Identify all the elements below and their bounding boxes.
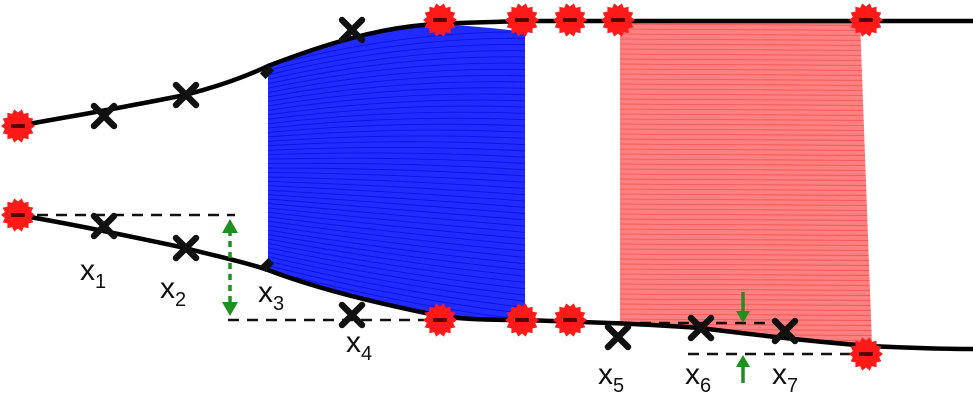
- black-cross-icon: [172, 234, 200, 262]
- blue-region-fill: [268, 24, 525, 320]
- label-x7: x7: [772, 358, 798, 397]
- junction-marker-icon: [259, 257, 275, 273]
- green-double-arrow-icon: [222, 219, 238, 316]
- red-serrated-circle-icon: [1, 198, 35, 232]
- label-x6: x6: [685, 358, 711, 397]
- red-hatch-lines: [620, 23, 872, 345]
- red-serrated-circle-icon: [505, 3, 539, 37]
- red-serrated-circle-icon: [1, 109, 35, 143]
- control-point-crosses: [90, 16, 799, 351]
- red-serrated-circle-icon: [423, 303, 457, 337]
- black-cross-icon: [172, 81, 200, 109]
- red-serrated-circle-icon: [553, 303, 587, 337]
- label-x3: x3: [258, 276, 284, 315]
- red-serrated-circle-icon: [423, 3, 457, 37]
- label-x1: x1: [80, 254, 106, 293]
- label-x5: x5: [598, 358, 624, 397]
- blue-hatch-lines: [268, 31, 525, 320]
- black-cross-icon: [90, 102, 118, 130]
- label-x2: x2: [160, 272, 186, 311]
- blue-region: [268, 24, 525, 320]
- red-serrated-circle-icon: [849, 337, 883, 371]
- black-cross-icon: [771, 317, 799, 345]
- red-serrated-circle-icon: [849, 3, 883, 37]
- label-x4: x4: [346, 326, 372, 365]
- red-region: [620, 20, 872, 345]
- red-serrated-circle-icon: [601, 3, 635, 37]
- green-pinch-arrows-icon: [736, 292, 750, 383]
- variable-labels: x1 x2 x3 x4 x5 x6 x7: [80, 254, 798, 397]
- junction-marker-icon: [259, 64, 275, 80]
- black-cross-icon: [338, 301, 366, 329]
- black-cross-icon: [338, 16, 366, 44]
- black-cross-icon: [90, 212, 118, 240]
- spline-nodes: [1, 3, 883, 371]
- gap-arrows: [222, 219, 750, 383]
- black-cross-icon: [604, 323, 632, 351]
- red-serrated-circle-icon: [553, 3, 587, 37]
- red-serrated-circle-icon: [505, 303, 539, 337]
- red-region-fill: [620, 20, 872, 345]
- black-cross-icon: [687, 314, 715, 342]
